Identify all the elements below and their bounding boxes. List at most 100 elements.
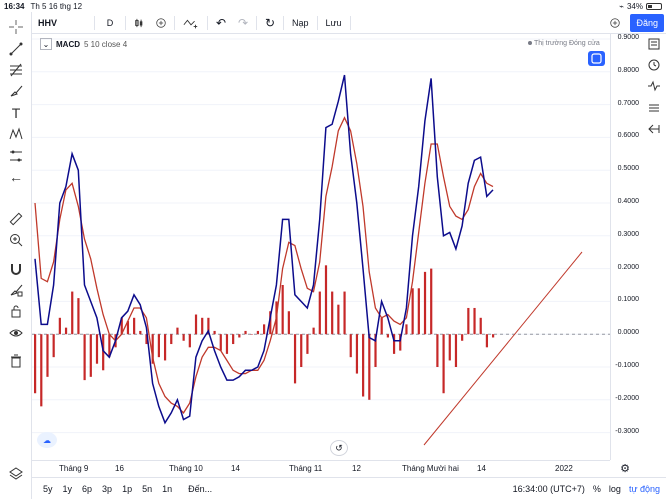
- range-button-3p[interactable]: 3p: [102, 483, 113, 494]
- histogram-bar: [83, 334, 86, 381]
- histogram-bar: [386, 334, 389, 338]
- histogram-bar: [473, 307, 476, 335]
- crosshair-icon[interactable]: [6, 18, 26, 36]
- price-axis[interactable]: 0.9000 0.8000 0.7000 0.6000 0.5000 0.4000 0.30…: [610, 34, 641, 460]
- symbol-search[interactable]: HHV: [38, 17, 58, 28]
- alert-clock-icon[interactable]: [646, 57, 662, 73]
- zoom-in-icon[interactable]: [6, 231, 26, 249]
- histogram-bar: [201, 317, 204, 335]
- histogram-bar: [71, 291, 74, 335]
- back-arrow-icon[interactable]: ←: [9, 169, 23, 185]
- signal-line: [34, 116, 494, 414]
- goto-button[interactable]: Đến...: [188, 483, 213, 494]
- histogram-bar: [102, 334, 105, 371]
- layers-icon[interactable]: [6, 464, 26, 482]
- range-button-1n[interactable]: 1n: [162, 483, 173, 494]
- histogram-bar: [157, 334, 160, 358]
- histogram-bar: [430, 268, 433, 335]
- histogram-bar: [145, 334, 148, 345]
- price-tick-label: -0.2000: [615, 394, 639, 402]
- histogram-bar: [293, 334, 297, 384]
- price-tick-label: 0.9000: [617, 34, 639, 41]
- histogram-bar: [368, 334, 371, 400]
- add-indicator-icon[interactable]: [150, 14, 172, 32]
- histogram-bar: [442, 334, 445, 394]
- histogram-bar: [448, 334, 451, 361]
- histogram-bar: [188, 334, 191, 348]
- time-tick-label: Tháng 10: [169, 464, 203, 473]
- publish-button[interactable]: Đăng: [630, 13, 664, 32]
- pulse-icon[interactable]: [646, 78, 662, 94]
- histogram-bar: [163, 334, 167, 361]
- histogram-bar: [238, 334, 241, 338]
- histogram-bar: [461, 334, 464, 341]
- range-button-1p[interactable]: 1p: [122, 483, 133, 494]
- draw-mode-icon[interactable]: [6, 281, 26, 299]
- histogram-bar: [250, 334, 253, 335]
- auto-toggle[interactable]: tự động: [628, 483, 660, 494]
- histogram-bar: [324, 265, 328, 335]
- range-button-6p[interactable]: 6p: [82, 483, 93, 494]
- histogram-bar: [225, 334, 229, 354]
- time-tick-label: 14: [477, 464, 486, 473]
- collapse-arrow-icon[interactable]: [646, 121, 662, 137]
- histogram-bar: [281, 285, 284, 335]
- time-tick-label: Tháng 11: [289, 464, 323, 473]
- reset-chart-icon[interactable]: ↺: [330, 440, 348, 456]
- range-button-5y[interactable]: 5y: [43, 483, 53, 494]
- range-button-5n[interactable]: 5n: [142, 483, 153, 494]
- clock[interactable]: 16:34:00 (UTC+7): [512, 483, 585, 494]
- histogram-bar: [77, 298, 80, 335]
- ruler-icon[interactable]: [6, 210, 26, 228]
- load-button[interactable]: Nạp: [292, 17, 309, 28]
- histogram-bar: [133, 317, 136, 335]
- price-tick-label: 0.6000: [617, 132, 639, 140]
- fullscreen-button[interactable]: [588, 51, 605, 66]
- left-toolbar: T ←: [0, 12, 32, 499]
- pattern-icon[interactable]: [6, 125, 26, 143]
- settings-gear-icon[interactable]: ⚙: [620, 462, 630, 475]
- divider: [256, 15, 257, 30]
- add-icon[interactable]: [604, 14, 626, 32]
- bottom-bar-right: 16:34:00 (UTC+7) % log tự động: [513, 484, 666, 494]
- wifi-icon: ⌁: [619, 1, 624, 11]
- lock-icon[interactable]: [6, 302, 26, 320]
- candles-icon[interactable]: [128, 14, 150, 32]
- collapse-legend-icon[interactable]: ⌄: [40, 38, 52, 50]
- histogram-bar: [269, 311, 272, 335]
- trash-icon[interactable]: [6, 352, 26, 370]
- time-axis[interactable]: Tháng 9 16 Tháng 10 14 Tháng 11 12 Tháng Mười …: [32, 460, 610, 475]
- percent-toggle[interactable]: %: [592, 483, 601, 494]
- undo-icon[interactable]: ↶: [215, 15, 227, 30]
- logo-icon[interactable]: ☁: [37, 432, 57, 448]
- watchlist-icon[interactable]: [646, 36, 662, 52]
- histogram-bar: [374, 334, 377, 367]
- compare-icon[interactable]: [177, 14, 205, 32]
- histogram-bar: [139, 330, 142, 335]
- indicator-legend[interactable]: ⌄ MACD 5 10 close 4: [40, 38, 127, 50]
- eye-icon[interactable]: [6, 324, 26, 342]
- histogram-bar: [182, 334, 185, 341]
- histogram-bar: [151, 334, 154, 364]
- time-tick-label: Tháng 9: [59, 464, 89, 473]
- trend-line-icon[interactable]: [6, 40, 26, 58]
- fib-icon[interactable]: [6, 61, 26, 79]
- magnet-icon[interactable]: [6, 260, 26, 278]
- menu-icon[interactable]: [646, 100, 662, 116]
- brush-icon[interactable]: [6, 82, 26, 100]
- interval-button[interactable]: D: [106, 17, 114, 28]
- status-right: ⌁ 34%: [619, 2, 662, 11]
- prediction-icon[interactable]: [6, 147, 26, 165]
- text-icon[interactable]: T: [11, 105, 21, 121]
- range-button-1y[interactable]: 1y: [62, 483, 73, 494]
- save-button[interactable]: Lưu: [325, 17, 342, 28]
- histogram-bar: [492, 334, 495, 338]
- time-tick-label: Tháng Mười hai: [402, 464, 459, 473]
- log-toggle[interactable]: log: [608, 483, 621, 494]
- histogram-bar: [64, 327, 68, 335]
- histogram-bar: [312, 327, 315, 335]
- refresh-icon[interactable]: ↻: [264, 15, 276, 30]
- redo-icon[interactable]: ↷: [237, 15, 249, 30]
- divider: [283, 15, 284, 30]
- macd-chart[interactable]: [32, 34, 610, 460]
